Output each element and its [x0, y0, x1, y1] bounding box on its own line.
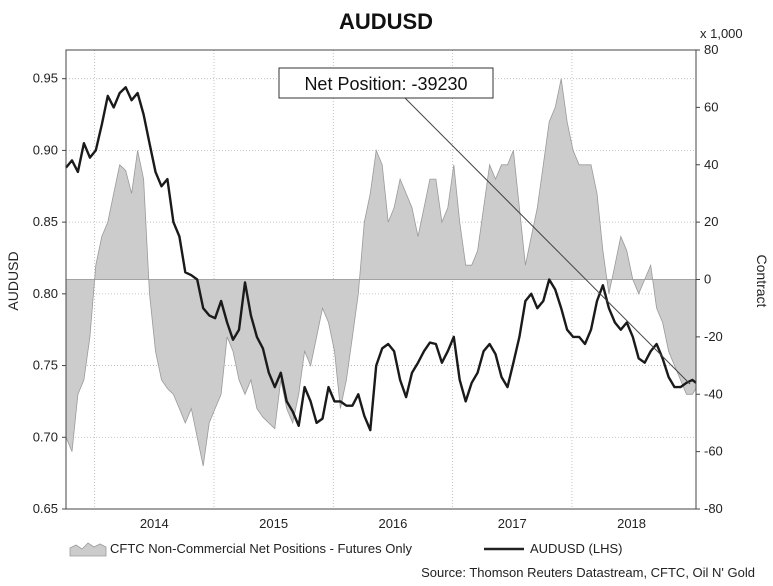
legend-line-label: AUDUSD (LHS) — [530, 541, 622, 556]
x-tick-label-1: 2015 — [259, 516, 288, 531]
annotation-text: Net Position: -39230 — [304, 74, 467, 94]
legend: CFTC Non-Commercial Net Positions - Futu… — [69, 541, 622, 557]
annotation-frame — [278, 67, 494, 99]
annotation-box: Net Position: -39230 — [278, 67, 494, 99]
right-tick-label-4: 0 — [704, 272, 711, 287]
source-note: Source: Thomson Reuters Datastream, CFTC… — [421, 565, 755, 580]
x-axis-ticks: 2014 2015 2016 2017 2018 — [140, 516, 646, 531]
x-tick-label-0: 2014 — [140, 516, 169, 531]
right-tick-label-2: -40 — [704, 386, 723, 401]
x-tick-label-4: 2018 — [617, 516, 646, 531]
left-tick-label-2: 0.75 — [33, 358, 58, 373]
x-tick-label-2: 2016 — [378, 516, 407, 531]
left-axis-ticks: 0.65 0.70 0.75 0.80 0.85 0.90 0.95 — [33, 71, 66, 516]
legend-area-swatch — [69, 542, 107, 557]
audusd-line-layer — [65, 86, 697, 432]
right-tick-label-6: 40 — [704, 157, 718, 172]
left-tick-label-0: 0.65 — [33, 501, 58, 516]
legend-area-shape — [69, 542, 107, 557]
trend-line-layer — [404, 97, 691, 385]
right-axis-ticks: -80 -60 -40 -20 0 20 40 60 80 — [696, 42, 723, 516]
right-tick-label-5: 20 — [704, 214, 718, 229]
net-positions-area-layer — [65, 78, 697, 467]
left-tick-label-5: 0.90 — [33, 142, 58, 157]
right-tick-label-1: -60 — [704, 444, 723, 459]
left-tick-label-1: 0.70 — [33, 429, 58, 444]
chart-title: AUDUSD — [339, 9, 433, 34]
legend-area-label: CFTC Non-Commercial Net Positions - Futu… — [110, 541, 412, 556]
right-tick-label-0: -80 — [704, 501, 723, 516]
left-tick-label-4: 0.85 — [33, 214, 58, 229]
right-tick-label-8: 80 — [704, 42, 718, 57]
x-tick-label-3: 2017 — [498, 516, 527, 531]
audusd-line — [65, 86, 697, 432]
right-axis-multiplier: x 1,000 — [700, 26, 743, 41]
right-tick-label-3: -20 — [704, 329, 723, 344]
right-axis-label: Contract — [754, 255, 770, 308]
right-tick-label-7: 60 — [704, 99, 718, 114]
net-positions-area — [65, 78, 697, 467]
left-axis-label: AUDUSD — [5, 251, 21, 310]
left-tick-label-6: 0.95 — [33, 71, 58, 86]
left-tick-label-3: 0.80 — [33, 286, 58, 301]
annotation-trend-line — [404, 97, 691, 385]
